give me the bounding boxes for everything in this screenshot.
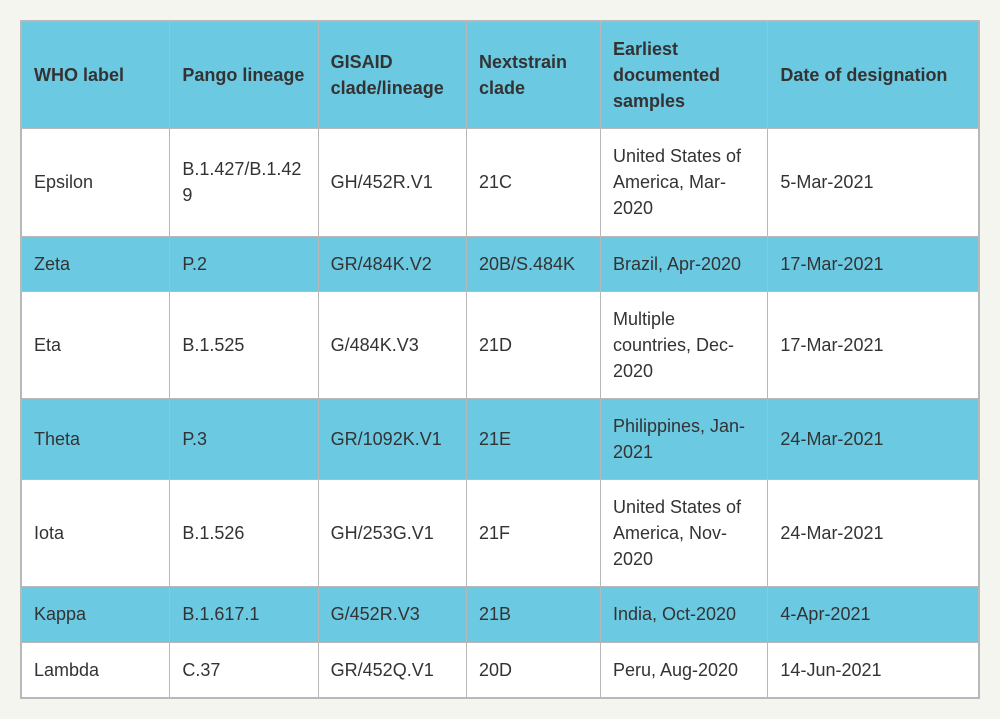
cell-gisaid-clade: GH/253G.V1 xyxy=(318,480,466,587)
table-header: WHO label Pango lineage GISAID clade/lin… xyxy=(22,22,979,129)
cell-earliest-samples: United States of America, Nov-2020 xyxy=(600,480,767,587)
cell-gisaid-clade: GR/452Q.V1 xyxy=(318,642,466,697)
cell-date-designation: 17-Mar-2021 xyxy=(768,236,979,291)
cell-who-label: Epsilon xyxy=(22,129,170,236)
col-header-pango-lineage: Pango lineage xyxy=(170,22,318,129)
cell-nextstrain-clade: 21C xyxy=(466,129,600,236)
table-row: Lambda C.37 GR/452Q.V1 20D Peru, Aug-202… xyxy=(22,642,979,697)
cell-earliest-samples: Brazil, Apr-2020 xyxy=(600,236,767,291)
cell-earliest-samples: Peru, Aug-2020 xyxy=(600,642,767,697)
cell-nextstrain-clade: 21E xyxy=(466,398,600,479)
cell-who-label: Eta xyxy=(22,291,170,398)
cell-nextstrain-clade: 21D xyxy=(466,291,600,398)
cell-nextstrain-clade: 20D xyxy=(466,642,600,697)
cell-gisaid-clade: GH/452R.V1 xyxy=(318,129,466,236)
cell-gisaid-clade: GR/1092K.V1 xyxy=(318,398,466,479)
cell-gisaid-clade: G/484K.V3 xyxy=(318,291,466,398)
cell-who-label: Theta xyxy=(22,398,170,479)
cell-pango-lineage: B.1.617.1 xyxy=(170,587,318,642)
cell-date-designation: 4-Apr-2021 xyxy=(768,587,979,642)
cell-date-designation: 17-Mar-2021 xyxy=(768,291,979,398)
cell-gisaid-clade: G/452R.V3 xyxy=(318,587,466,642)
cell-gisaid-clade: GR/484K.V2 xyxy=(318,236,466,291)
table-row: Epsilon B.1.427/B.1.429 GH/452R.V1 21C U… xyxy=(22,129,979,236)
cell-who-label: Lambda xyxy=(22,642,170,697)
cell-who-label: Kappa xyxy=(22,587,170,642)
cell-pango-lineage: P.3 xyxy=(170,398,318,479)
cell-who-label: Zeta xyxy=(22,236,170,291)
cell-pango-lineage: B.1.427/B.1.429 xyxy=(170,129,318,236)
cell-nextstrain-clade: 21F xyxy=(466,480,600,587)
col-header-date-designation: Date of designation xyxy=(768,22,979,129)
cell-earliest-samples: United States of America, Mar-2020 xyxy=(600,129,767,236)
table-row: Zeta P.2 GR/484K.V2 20B/S.484K Brazil, A… xyxy=(22,236,979,291)
table-row: Theta P.3 GR/1092K.V1 21E Philippines, J… xyxy=(22,398,979,479)
cell-pango-lineage: B.1.526 xyxy=(170,480,318,587)
col-header-who-label: WHO label xyxy=(22,22,170,129)
cell-date-designation: 14-Jun-2021 xyxy=(768,642,979,697)
cell-date-designation: 24-Mar-2021 xyxy=(768,398,979,479)
table-row: Eta B.1.525 G/484K.V3 21D Multiple count… xyxy=(22,291,979,398)
cell-earliest-samples: India, Oct-2020 xyxy=(600,587,767,642)
cell-date-designation: 24-Mar-2021 xyxy=(768,480,979,587)
header-row: WHO label Pango lineage GISAID clade/lin… xyxy=(22,22,979,129)
cell-pango-lineage: P.2 xyxy=(170,236,318,291)
variants-table-wrapper: WHO label Pango lineage GISAID clade/lin… xyxy=(20,20,980,699)
col-header-nextstrain-clade: Nextstrain clade xyxy=(466,22,600,129)
cell-pango-lineage: B.1.525 xyxy=(170,291,318,398)
table-body: Epsilon B.1.427/B.1.429 GH/452R.V1 21C U… xyxy=(22,129,979,697)
cell-nextstrain-clade: 21B xyxy=(466,587,600,642)
variants-table: WHO label Pango lineage GISAID clade/lin… xyxy=(21,21,979,698)
cell-earliest-samples: Philippines, Jan-2021 xyxy=(600,398,767,479)
cell-date-designation: 5-Mar-2021 xyxy=(768,129,979,236)
col-header-earliest-samples: Earliest documented samples xyxy=(600,22,767,129)
col-header-gisaid-clade: GISAID clade/lineage xyxy=(318,22,466,129)
cell-nextstrain-clade: 20B/S.484K xyxy=(466,236,600,291)
cell-pango-lineage: C.37 xyxy=(170,642,318,697)
table-row: Iota B.1.526 GH/253G.V1 21F United State… xyxy=(22,480,979,587)
cell-earliest-samples: Multiple countries, Dec-2020 xyxy=(600,291,767,398)
table-row: Kappa B.1.617.1 G/452R.V3 21B India, Oct… xyxy=(22,587,979,642)
cell-who-label: Iota xyxy=(22,480,170,587)
